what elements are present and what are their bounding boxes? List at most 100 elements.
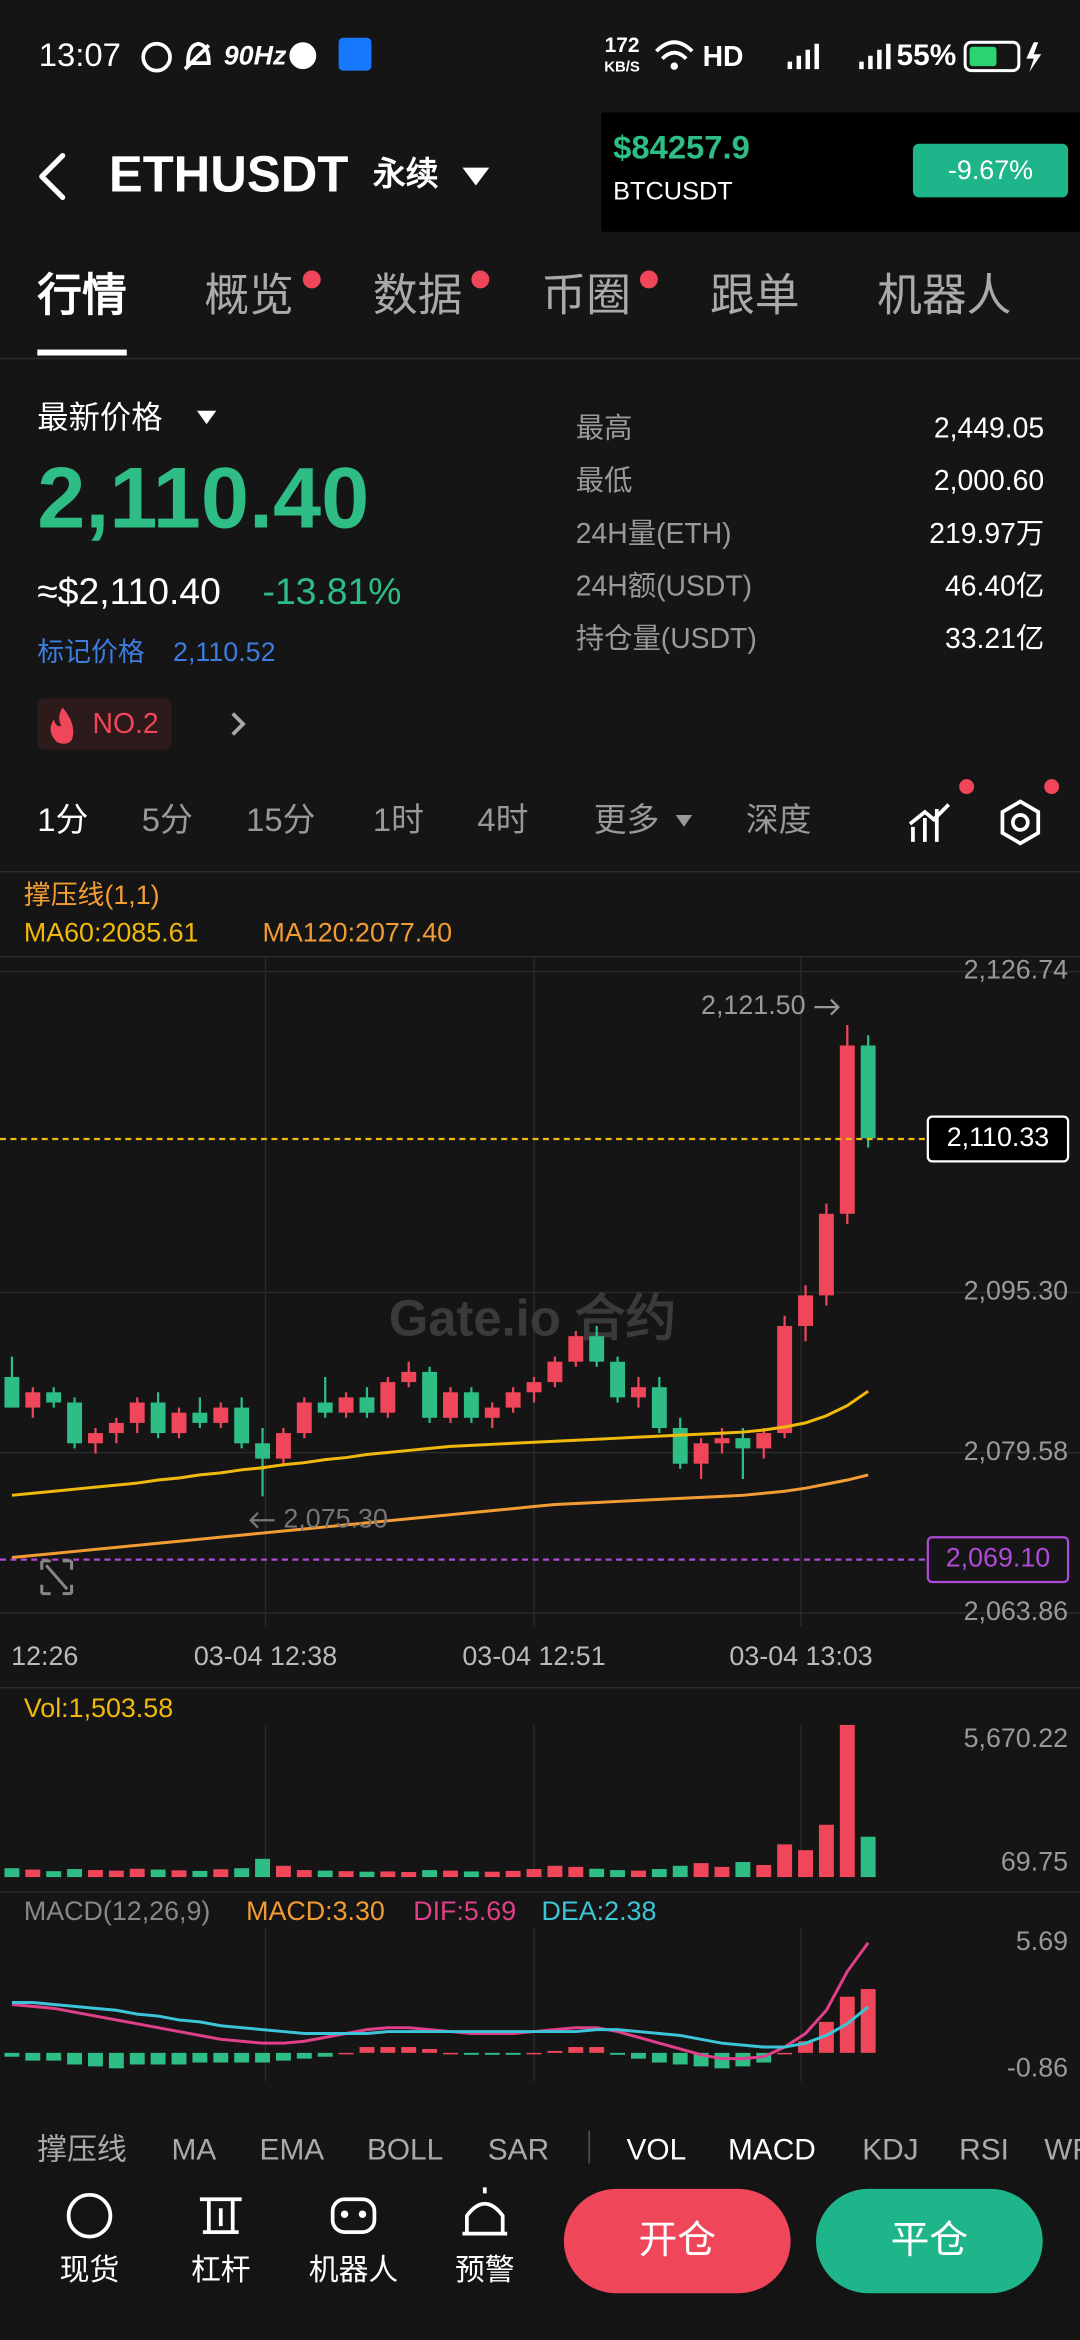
- indicator-tab[interactable]: VOL: [627, 2133, 687, 2166]
- margin-icon[interactable]: [199, 2197, 242, 2234]
- red-dot: [959, 779, 975, 795]
- tab[interactable]: 数据: [373, 271, 463, 321]
- tab[interactable]: 跟单: [710, 271, 800, 321]
- robot-icon[interactable]: [330, 2197, 377, 2234]
- symbol[interactable]: ETHUSDT: [109, 145, 348, 202]
- interval[interactable]: 4时: [477, 801, 528, 838]
- volume-bar: [88, 1870, 103, 1878]
- volume-title: Vol:1,503.58: [24, 1693, 173, 1723]
- volume-bar: [756, 1864, 772, 1878]
- macd-bar: [359, 2047, 375, 2053]
- red-dot: [471, 270, 490, 289]
- volume-bar: [213, 1869, 229, 1878]
- price-label[interactable]: 最新价格: [37, 400, 162, 435]
- alert-icon[interactable]: [462, 2187, 508, 2236]
- interval[interactable]: 1时: [373, 801, 424, 838]
- wifi-dot: [670, 62, 678, 70]
- volume-bar: [401, 1871, 417, 1878]
- candle-body: [234, 1407, 250, 1444]
- candle-body: [630, 1387, 646, 1398]
- interval[interactable]: 更多: [594, 801, 660, 838]
- interval[interactable]: 1分: [37, 801, 88, 838]
- wifi-icon: [655, 40, 694, 61]
- volume-bar: [589, 1868, 605, 1878]
- macd-bar: [255, 2052, 270, 2063]
- robot-eye: [358, 2210, 367, 2218]
- rank[interactable]: NO.2: [92, 708, 158, 740]
- indicator-tab[interactable]: MA: [172, 2133, 217, 2166]
- macd-bar: [526, 2052, 542, 2055]
- indicator-title: 撑压线(1,1): [24, 880, 160, 910]
- candle-body: [714, 1438, 730, 1444]
- macd-bar: [296, 2052, 312, 2059]
- tab[interactable]: 币圈: [541, 271, 631, 321]
- red-dot: [1044, 779, 1060, 795]
- indicator-tab[interactable]: WR: [1044, 2133, 1080, 2166]
- candle-body: [380, 1382, 396, 1413]
- price-label-arrow[interactable]: [196, 410, 217, 425]
- volume-bar: [129, 1868, 145, 1878]
- interval[interactable]: 15分: [246, 801, 315, 838]
- macd-bar: [108, 2052, 124, 2069]
- indicator-tab[interactable]: BOLL: [367, 2133, 443, 2166]
- open-label[interactable]: 开仓: [638, 2219, 716, 2262]
- candle-body: [818, 1213, 834, 1296]
- open-button[interactable]: [563, 2188, 791, 2294]
- tab[interactable]: 行情: [37, 271, 127, 321]
- red-dot: [639, 270, 658, 289]
- macd-bar: [589, 2047, 605, 2053]
- macd-bar: [67, 2052, 83, 2065]
- indicator-tab[interactable]: MACD: [728, 2133, 816, 2166]
- tab[interactable]: 机器人: [877, 271, 1011, 321]
- spot-icon[interactable]: [66, 2192, 113, 2239]
- stat-value: 2,000.60: [934, 465, 1044, 497]
- back-button[interactable]: [39, 153, 66, 201]
- ma-line: [11, 1389, 870, 1497]
- y-tick-label: 2,063.86: [964, 1596, 1069, 1626]
- candle-body: [296, 1402, 312, 1434]
- expand-icon[interactable]: [40, 1559, 74, 1596]
- candle-body: [672, 1427, 688, 1464]
- close-button[interactable]: [815, 2188, 1043, 2294]
- tab-underline: [37, 349, 127, 356]
- indicator-tab[interactable]: 撑压线: [37, 2133, 126, 2166]
- indicator-tab[interactable]: RSI: [959, 2133, 1009, 2166]
- candle-body: [526, 1382, 542, 1393]
- nav-label[interactable]: 现货: [60, 2254, 120, 2287]
- indicator-tab[interactable]: KDJ: [862, 2133, 918, 2166]
- nav-label[interactable]: 杠杆: [191, 2254, 251, 2287]
- chevron[interactable]: [231, 712, 246, 736]
- indicator-icon[interactable]: [908, 803, 951, 842]
- interval[interactable]: 5分: [142, 801, 193, 838]
- interval[interactable]: 深度: [746, 801, 812, 838]
- macd-bar: [714, 2052, 730, 2069]
- macd-bar: [672, 2052, 688, 2065]
- volume-bar: [505, 1870, 521, 1878]
- tab[interactable]: 概览: [204, 271, 293, 321]
- indicator-tab[interactable]: SAR: [488, 2133, 549, 2166]
- low-arrow: [249, 1511, 275, 1529]
- macd-bar: [380, 2047, 396, 2053]
- settings-icon[interactable]: [1000, 799, 1041, 846]
- volume-bar: [359, 1871, 375, 1878]
- nav-label[interactable]: 预警: [455, 2254, 515, 2287]
- indicator-tab[interactable]: EMA: [260, 2133, 325, 2166]
- macd-bar: [630, 2052, 646, 2059]
- volume-bar: [317, 1870, 333, 1878]
- stat-value: 2,449.05: [934, 413, 1044, 445]
- volume-bar: [777, 1844, 793, 1878]
- candle-body: [589, 1336, 605, 1362]
- volume-bar: [422, 1870, 438, 1878]
- macd-bar: [213, 2052, 229, 2063]
- stat-label: 最低: [576, 465, 633, 497]
- close-label[interactable]: 平仓: [891, 2219, 969, 2262]
- macd-bar: [860, 1988, 876, 2053]
- nav-label[interactable]: 机器人: [309, 2254, 398, 2287]
- contract-type[interactable]: 永续: [373, 155, 439, 192]
- candle-body: [108, 1422, 124, 1434]
- dropdown-arrow[interactable]: [462, 167, 490, 186]
- volume-bar: [672, 1865, 688, 1878]
- stat-value: 219.97万: [929, 518, 1044, 550]
- volume-bar: [443, 1870, 458, 1878]
- clock: 13:07: [39, 36, 121, 73]
